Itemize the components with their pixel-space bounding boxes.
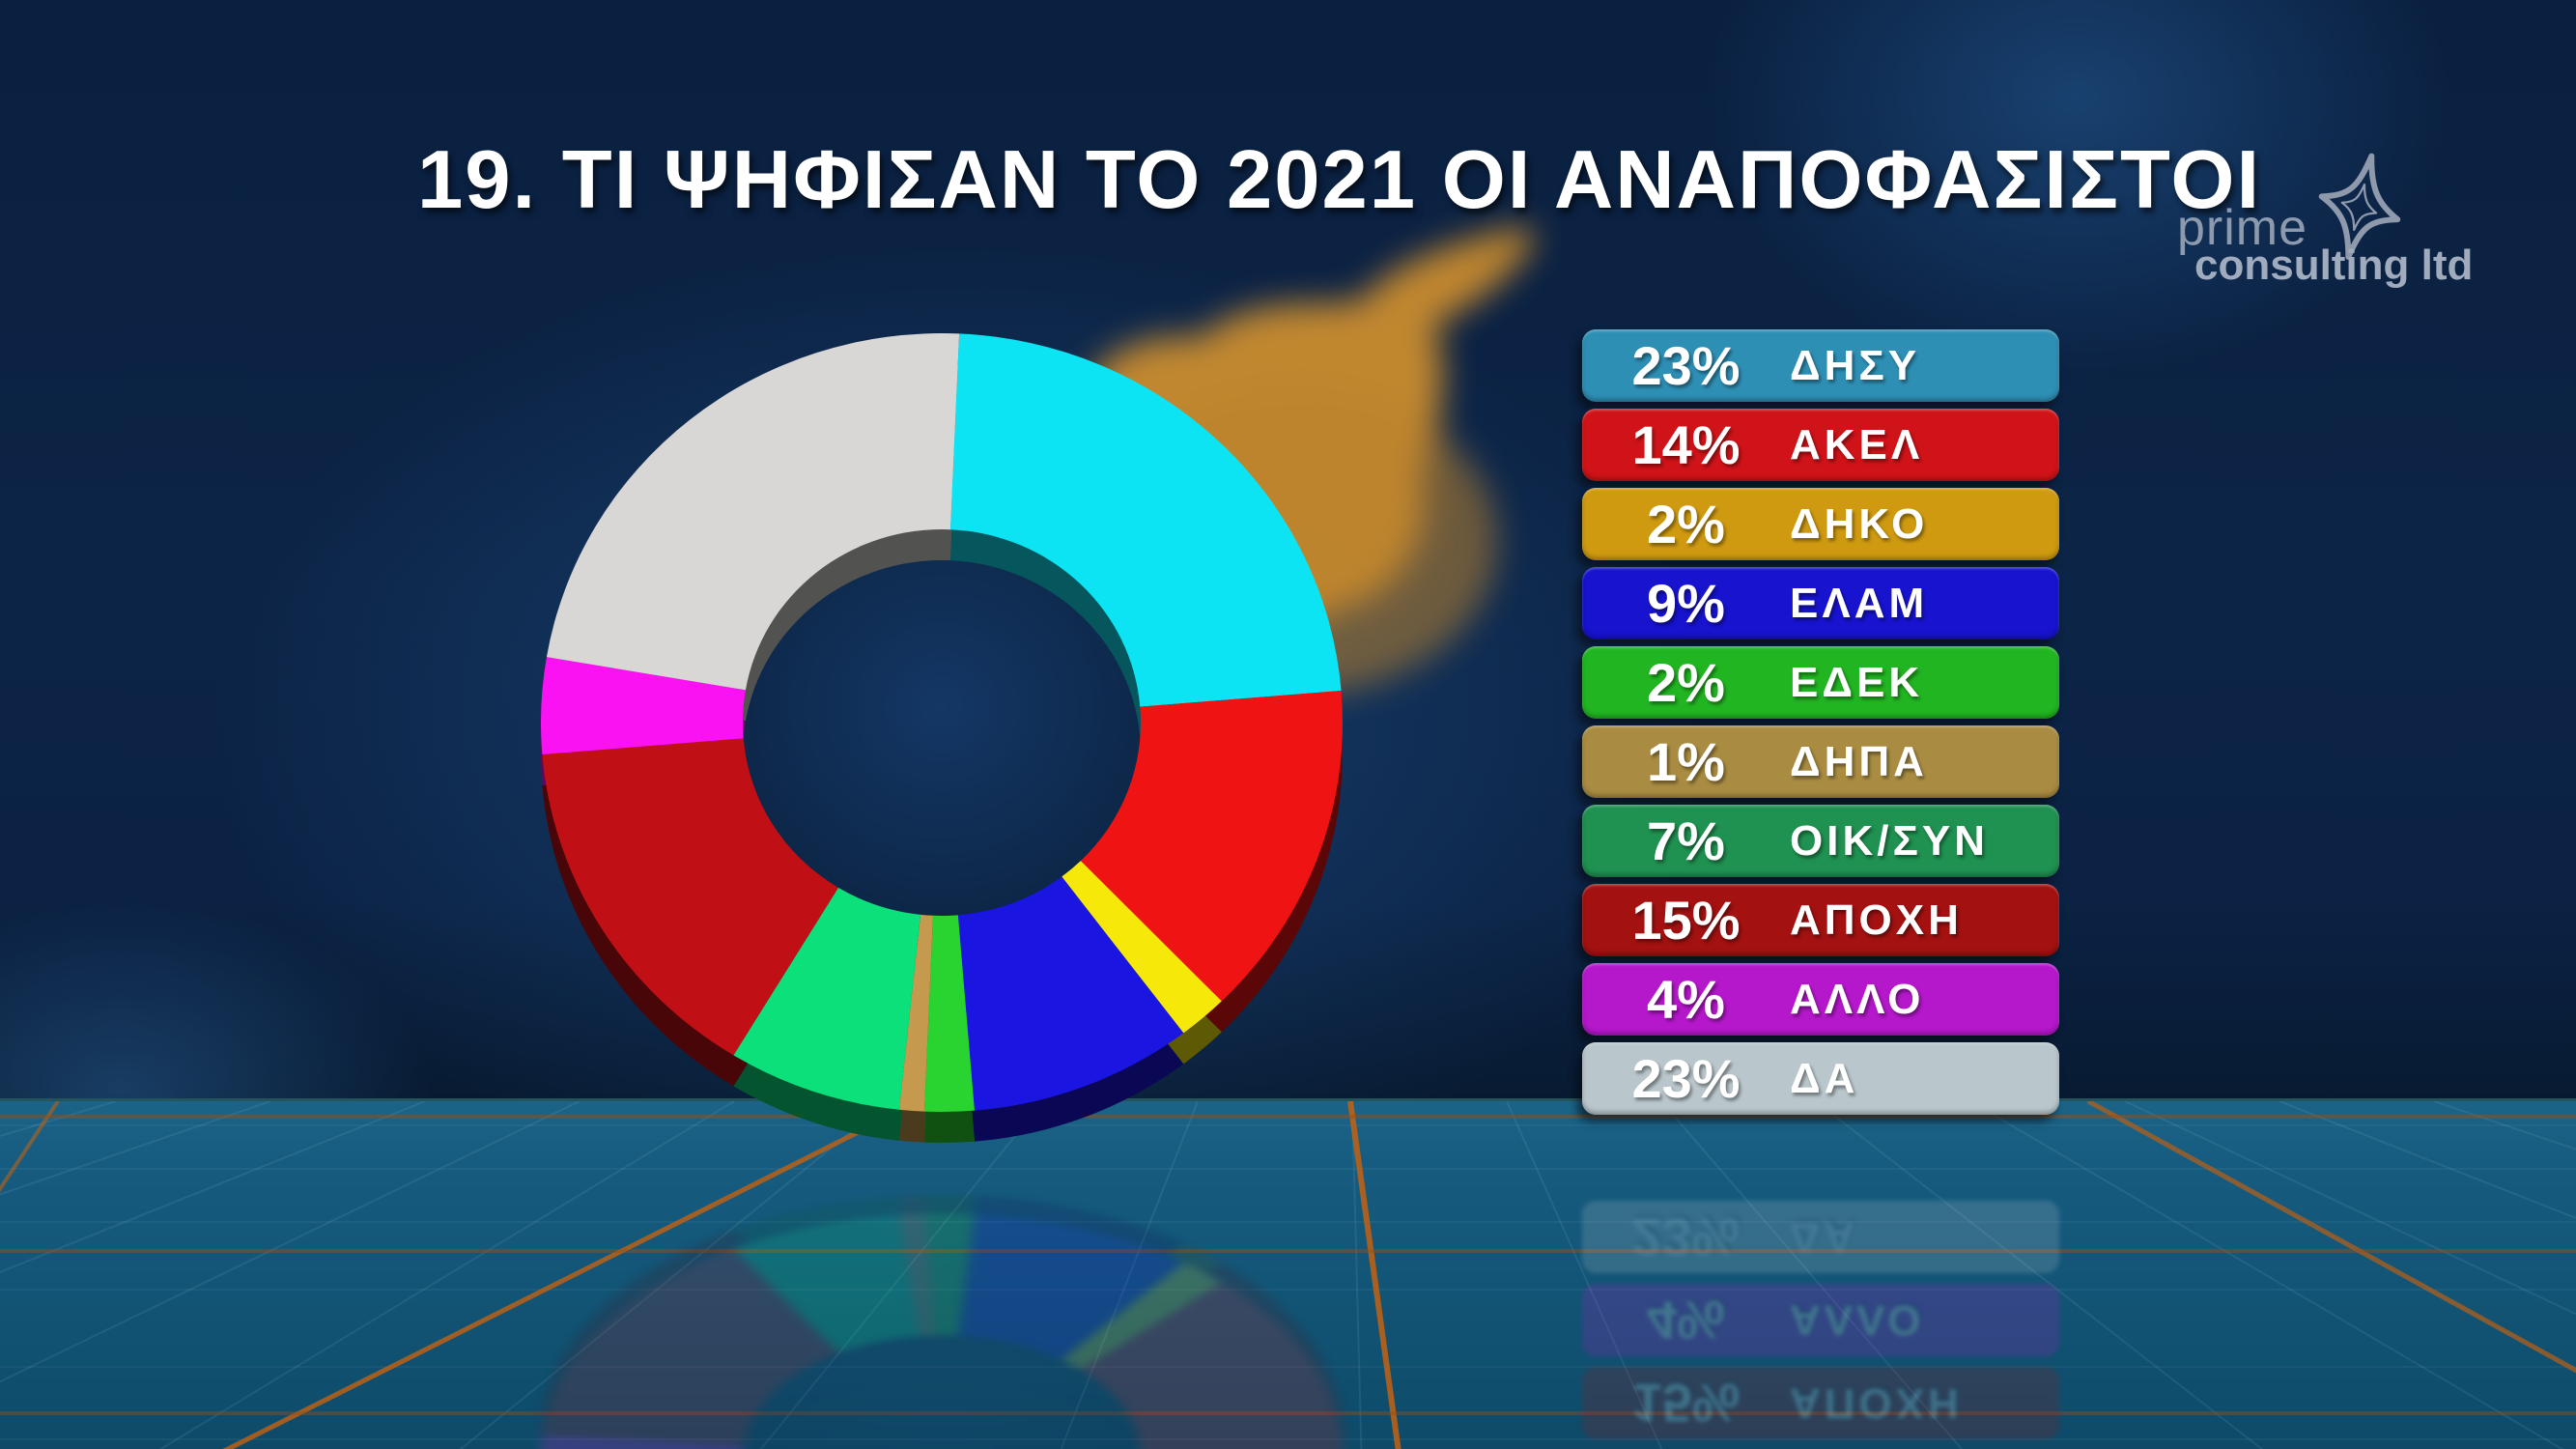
floor-grid-line bbox=[158, 1101, 735, 1449]
legend-percent: 7% bbox=[1647, 810, 1725, 871]
floor-grid-line bbox=[0, 1101, 60, 1193]
legend-percent: 23% bbox=[1631, 335, 1741, 396]
legend-party-name: ΕΛΑΜ bbox=[1790, 579, 1929, 627]
legend-party-name: ΔΗΣΥ bbox=[1790, 341, 1921, 389]
legend-row-7: 7% ΟΙΚ/ΣΥΝ bbox=[1582, 805, 2059, 877]
legend-row-5: 2% ΕΔΕΚ bbox=[1582, 646, 2059, 719]
legend-party-name: ΑΚΕΛ bbox=[1790, 420, 1924, 469]
floor-grid-line bbox=[1969, 1101, 2564, 1449]
pie-slice-1 bbox=[949, 333, 1342, 707]
floor-grid-line bbox=[0, 1101, 117, 1138]
legend-party-name: ΔΗΠΑ bbox=[1790, 737, 1928, 785]
logo-text-consulting: consulting ltd bbox=[2194, 242, 2474, 289]
legend-percent: 1% bbox=[1647, 731, 1725, 792]
chart-legend: 23% ΔΗΣΥ 14% ΑΚΕΛ 2% ΔΗΚΟ 9% ΕΛΑΜ 2% ΕΔΕΚ 1% ΔΗΠΑ 7%… bbox=[1582, 329, 2059, 1115]
legend-row-1: 23% ΔΗΣΥ bbox=[1582, 329, 2059, 402]
four-point-star-icon bbox=[2318, 153, 2401, 260]
legend-percent: 2% bbox=[1647, 494, 1725, 554]
donut-top-face bbox=[541, 333, 1343, 1112]
floor-grid-line bbox=[459, 1101, 890, 1449]
legend-party-name: ΑΠΟΧΗ bbox=[1790, 895, 1963, 944]
floor-grid-line bbox=[0, 1101, 271, 1196]
prime-consulting-logo: prime consulting ltd bbox=[2164, 143, 2576, 307]
pie-slice-4 bbox=[957, 876, 1184, 1111]
perspective-grid-floor bbox=[0, 1098, 2576, 1449]
legend-percent: 15% bbox=[1631, 890, 1741, 951]
floor-grid-line bbox=[1660, 1101, 1964, 1449]
donut-hole bbox=[743, 560, 1141, 947]
floor-grid-line bbox=[0, 1101, 580, 1383]
floor-grid-line bbox=[222, 1101, 921, 1449]
floor-grid-line bbox=[1347, 1101, 1401, 1449]
pie-slice-7 bbox=[733, 887, 921, 1110]
pie-slice-2 bbox=[1080, 690, 1343, 1002]
floor-grid-line bbox=[2086, 1101, 2576, 1374]
floor-grid-line bbox=[2433, 1101, 2576, 1151]
logo-text-prime: prime bbox=[2177, 200, 2308, 256]
donut-chart bbox=[529, 327, 1360, 1177]
legend-percent: 9% bbox=[1647, 573, 1725, 634]
pie-slice-10 bbox=[546, 333, 960, 691]
legend-percent: 23% bbox=[1631, 1048, 1741, 1109]
legend-party-name: ΔΑ bbox=[1790, 1054, 1859, 1102]
legend-row-10: 23% ΔΑ bbox=[1582, 1042, 2059, 1115]
floor-grid-line bbox=[2124, 1101, 2576, 1316]
donut-chart-svg bbox=[541, 333, 1343, 1143]
legend-party-name: ΑΛΛΟ bbox=[1790, 975, 1925, 1023]
legend-percent: 2% bbox=[1647, 652, 1725, 713]
legend-party-name: ΟΙΚ/ΣΥΝ bbox=[1790, 816, 1989, 865]
pie-slice-5 bbox=[923, 915, 976, 1112]
page-title: 19. ΤΙ ΨΗΦΙΣΑΝ ΤΟ 2021 ΟΙ ΑΝΑΠΟΦΑΣΙΣΤΟΙ bbox=[417, 134, 2262, 226]
legend-row-8: 15% ΑΠΟΧΗ bbox=[1582, 884, 2059, 956]
pie-slice-8 bbox=[542, 738, 838, 1056]
floor-grid-line bbox=[1815, 1101, 2264, 1449]
pie-slice-6 bbox=[898, 914, 934, 1112]
floor-grid-line bbox=[2279, 1101, 2576, 1220]
legend-row-6: 1% ΔΗΠΑ bbox=[1582, 725, 2059, 798]
legend-row-2: 14% ΑΚΕΛ bbox=[1582, 409, 2059, 481]
legend-row-4: 9% ΕΛΑΜ bbox=[1582, 567, 2059, 639]
floor-grid-lines bbox=[0, 1101, 2576, 1449]
pie-slice-9 bbox=[541, 657, 746, 755]
legend-party-name: ΔΗΚΟ bbox=[1790, 499, 1929, 548]
floor-grid-line bbox=[0, 1101, 426, 1274]
legend-percent: 14% bbox=[1631, 414, 1741, 475]
legend-row-9: 4% ΑΛΛΟ bbox=[1582, 963, 2059, 1036]
legend-party-name: ΕΔΕΚ bbox=[1790, 658, 1924, 706]
legend-row-3: 2% ΔΗΚΟ bbox=[1582, 488, 2059, 560]
legend-percent: 4% bbox=[1647, 969, 1725, 1030]
pie-slice-3 bbox=[1062, 861, 1222, 1034]
floor-grid-line bbox=[1351, 1101, 1363, 1449]
floor-grid-line bbox=[1506, 1101, 1663, 1449]
